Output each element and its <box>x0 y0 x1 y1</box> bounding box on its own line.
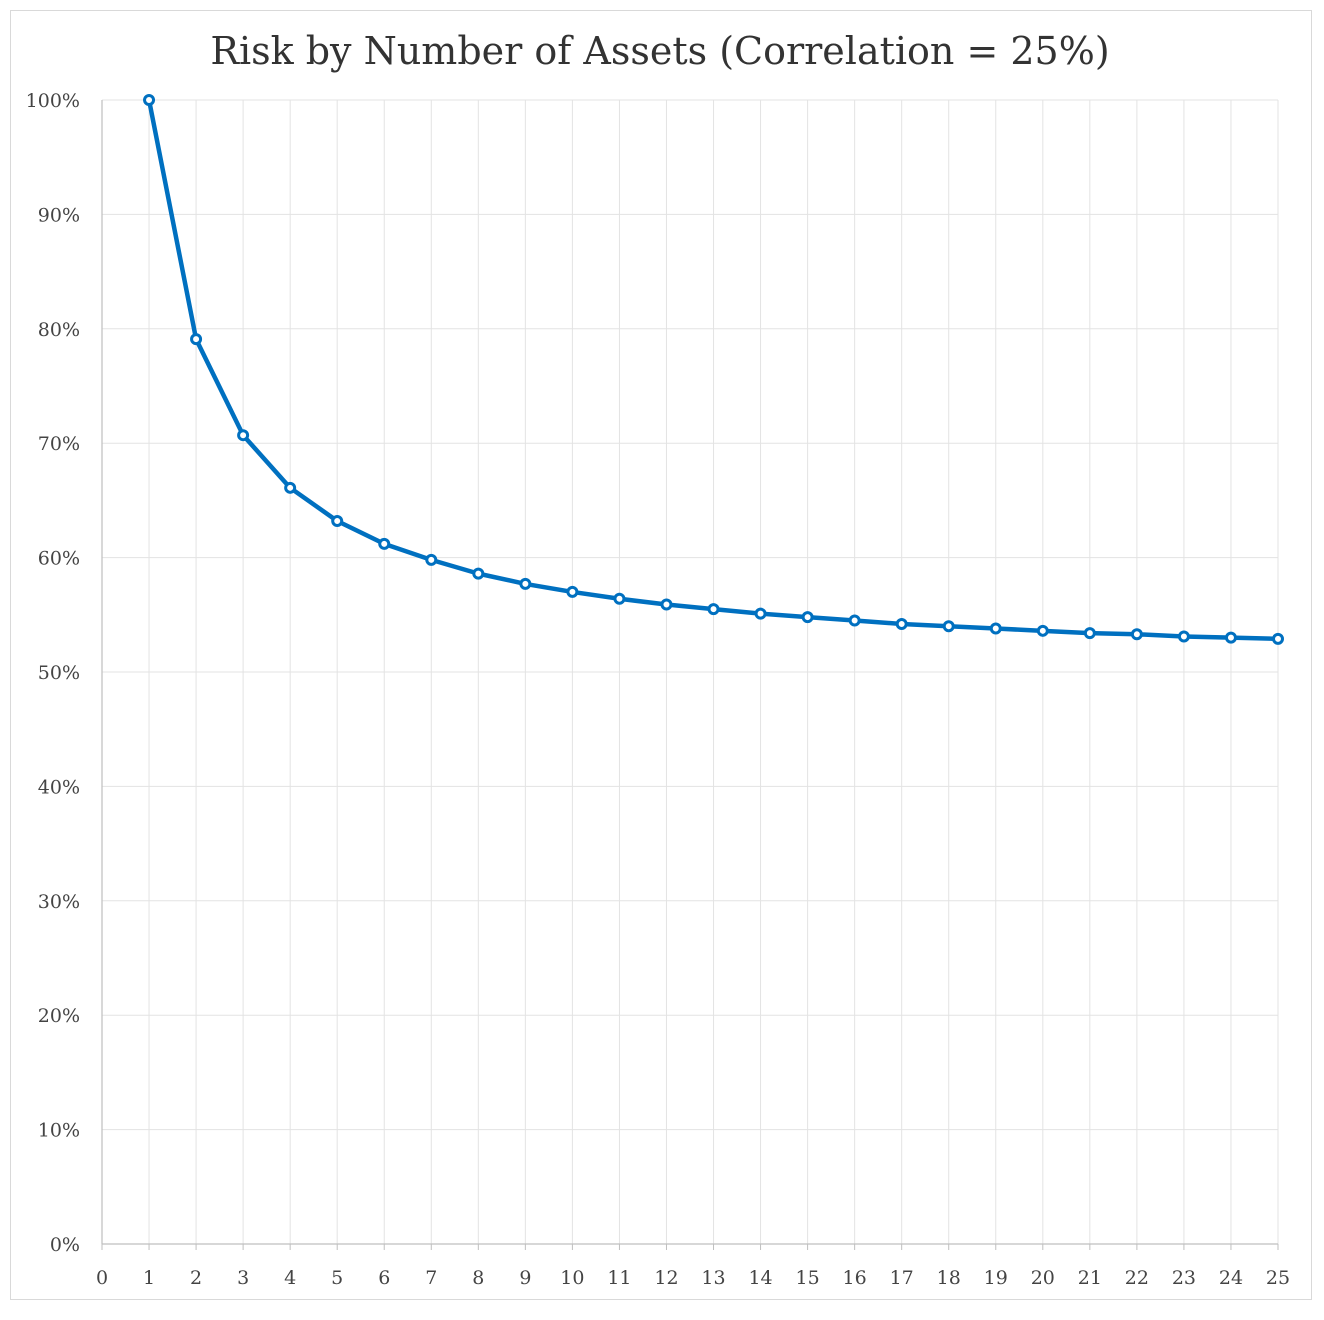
grid-lines <box>102 99 1279 1244</box>
data-point <box>190 333 203 346</box>
data-point <box>378 537 391 550</box>
x-tick-label: 17 <box>890 1267 914 1289</box>
x-tick-labels: 0 1 2 3 4 5 6 7 8 9 10 11 12 13 14 15 16 17 18 19 20 21 22 23 24… <box>96 1267 1290 1289</box>
y-tick-label: 30% <box>38 891 80 913</box>
data-point <box>1272 632 1284 645</box>
x-tick-label: 25 <box>1266 1267 1290 1289</box>
x-tick-label: 21 <box>1078 1267 1102 1289</box>
data-point <box>754 607 767 620</box>
data-point <box>895 617 908 630</box>
axes <box>101 100 1279 1250</box>
chart-frame <box>10 10 1312 1300</box>
x-tick-label: 12 <box>654 1267 678 1289</box>
x-tick-label: 23 <box>1172 1267 1196 1289</box>
y-tick-label: 100% <box>26 90 80 112</box>
x-tick-label: 0 <box>96 1267 108 1289</box>
data-point <box>989 622 1002 635</box>
x-tick-label: 20 <box>1031 1267 1055 1289</box>
data-point <box>848 614 861 627</box>
data-point <box>237 429 250 442</box>
x-tick-label: 7 <box>425 1267 437 1289</box>
data-point <box>472 567 485 580</box>
y-tick-label: 70% <box>38 433 80 455</box>
data-point <box>1224 631 1237 644</box>
y-tick-label: 40% <box>38 776 80 798</box>
chart-title: Risk by Number of Assets (Correlation = … <box>210 29 1109 73</box>
y-tick-labels: 0% 10% 20% 30% 40% 50% 60% 70% 80% 90% 100% <box>26 90 80 1256</box>
x-tick-label: 5 <box>331 1267 343 1289</box>
x-tick-label: 8 <box>472 1267 484 1289</box>
x-tick-label: 13 <box>701 1267 725 1289</box>
x-tick-label: 15 <box>796 1267 820 1289</box>
y-tick-label: 80% <box>38 319 80 341</box>
x-tick-label: 11 <box>607 1267 631 1289</box>
data-point <box>425 553 438 566</box>
data-point <box>519 577 532 590</box>
x-tick-label: 2 <box>190 1267 202 1289</box>
x-tick-label: 6 <box>378 1267 390 1289</box>
data-point <box>613 592 626 605</box>
data-point <box>1130 628 1143 641</box>
series-layer <box>143 94 1284 645</box>
x-tick-label: 24 <box>1219 1267 1243 1289</box>
data-point <box>1177 630 1190 643</box>
data-point <box>660 598 673 611</box>
y-tick-label: 90% <box>38 204 80 226</box>
x-tick-label: 18 <box>937 1267 961 1289</box>
data-point <box>801 611 814 624</box>
data-point <box>1083 627 1096 640</box>
data-point <box>1036 624 1049 637</box>
x-tick-label: 9 <box>519 1267 531 1289</box>
x-tick-label: 14 <box>748 1267 772 1289</box>
x-tick-label: 10 <box>560 1267 584 1289</box>
y-tick-label: 20% <box>38 1005 80 1027</box>
x-tick-label: 1 <box>143 1267 155 1289</box>
data-point <box>331 514 344 527</box>
y-tick-label: 50% <box>38 662 80 684</box>
y-tick-label: 0% <box>50 1234 80 1256</box>
y-tick-label: 10% <box>38 1120 80 1142</box>
x-tick-label: 22 <box>1125 1267 1149 1289</box>
x-tick-label: 16 <box>843 1267 867 1289</box>
data-point <box>707 603 720 616</box>
x-tick-label: 4 <box>284 1267 296 1289</box>
data-point <box>143 94 156 106</box>
data-point <box>566 585 579 598</box>
data-point <box>942 620 955 633</box>
y-tick-label: 60% <box>38 548 80 570</box>
x-tick-label: 3 <box>237 1267 249 1289</box>
x-tick-label: 19 <box>984 1267 1008 1289</box>
data-point <box>284 481 297 494</box>
